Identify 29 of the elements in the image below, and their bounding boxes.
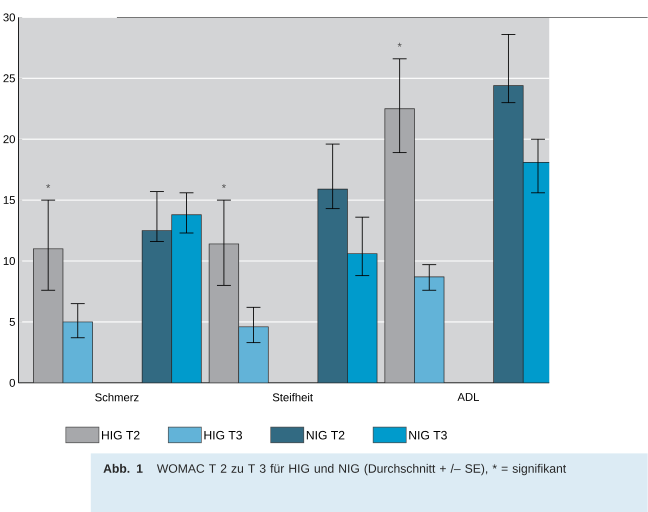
bar (414, 276, 444, 383)
x-tick-label: ADL (457, 392, 479, 401)
y-tick-label: 15 (4, 196, 15, 204)
annotation: * (222, 184, 226, 188)
y-tick-label: 25 (3, 74, 15, 82)
bar (238, 326, 269, 383)
y-tick-label: 20 (3, 134, 15, 143)
legend-label: HIG T3 (204, 430, 242, 440)
text: WOMAC T 2 zu T 3 für HIG und NIG (Durchschnitt + /– SE), * = signifikant (156, 464, 566, 475)
x-tick-label: Schmerz (95, 392, 139, 402)
text: Abb. 1 (103, 464, 143, 473)
y-tick-label: 30 (3, 13, 15, 22)
bar (347, 253, 378, 383)
y-tick-label: 10 (4, 256, 15, 265)
bar (142, 230, 172, 383)
y-tick-label: 5 (10, 318, 15, 326)
bar (208, 243, 240, 383)
legend-label: HIG T2 (102, 430, 140, 440)
bar (318, 188, 348, 383)
bar (62, 321, 93, 383)
bar (171, 214, 202, 383)
y-tick-label: 0 (10, 378, 15, 387)
legend-label: NIG T2 (306, 430, 344, 440)
x-tick-label: Steifheit (272, 392, 313, 402)
annotation: * (398, 42, 402, 47)
legend-label: NIG T3 (409, 430, 447, 440)
annotation: * (46, 184, 50, 188)
bar (33, 248, 64, 383)
bar (384, 108, 415, 383)
